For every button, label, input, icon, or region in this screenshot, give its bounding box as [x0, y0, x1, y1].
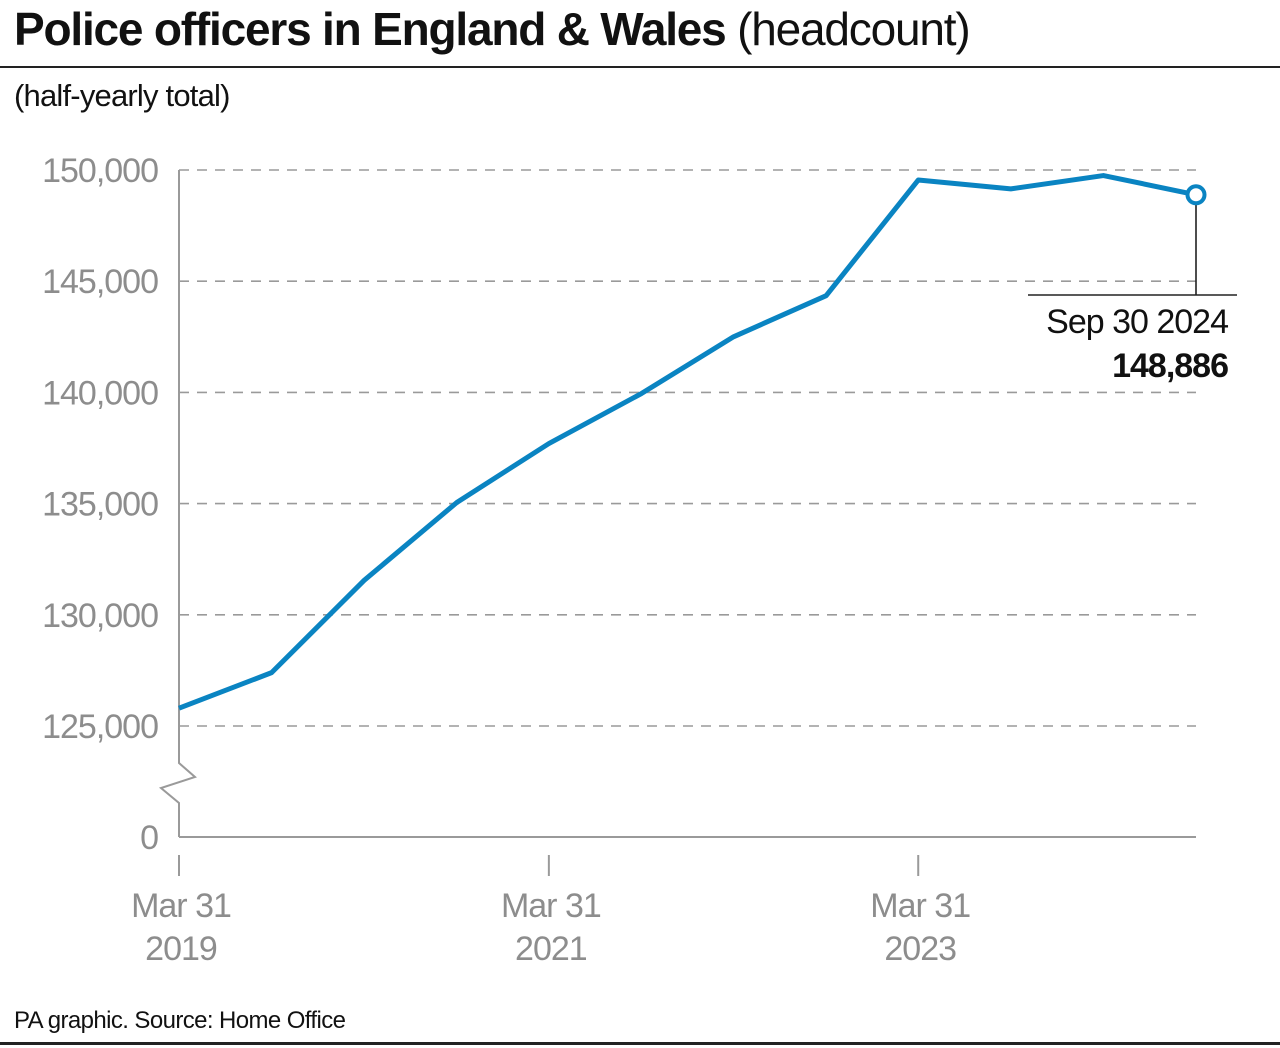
annotation-value: 148,886 [1112, 347, 1228, 385]
y-axis-with-break [158, 170, 197, 837]
data-line [178, 173, 1197, 711]
x-tick-label: Mar 31 [131, 887, 231, 925]
y-tick-label: 125,000 [42, 708, 158, 746]
y-tick-label: 0 [140, 819, 158, 857]
y-tick-label: 130,000 [42, 597, 158, 635]
x-tick-year: 2019 [145, 930, 217, 968]
source-note: PA graphic. Source: Home Office [14, 1007, 346, 1034]
title-suffix: (headcount) [737, 3, 971, 55]
x-tick-year: 2021 [515, 930, 587, 968]
last-point-marker [1185, 184, 1207, 206]
x-tick-label: Mar 31 [501, 887, 601, 925]
y-tick-label: 145,000 [42, 263, 158, 301]
x-tick-year: 2023 [884, 930, 956, 968]
chart-title: Police officers in England & Wales (head… [14, 2, 971, 56]
footer-rule [0, 1042, 1280, 1045]
chart-subtitle: (half-yearly total) [14, 78, 230, 113]
title-rule [0, 66, 1280, 68]
y-tick-label: 140,000 [42, 374, 158, 412]
annotation-date: Sep 30 2024 [1046, 303, 1228, 341]
x-tick-label: Mar 31 [870, 887, 970, 925]
title-main: Police officers in England & Wales [14, 3, 727, 55]
y-tick-label: 135,000 [42, 486, 158, 524]
y-tick-label: 150,000 [42, 152, 158, 190]
